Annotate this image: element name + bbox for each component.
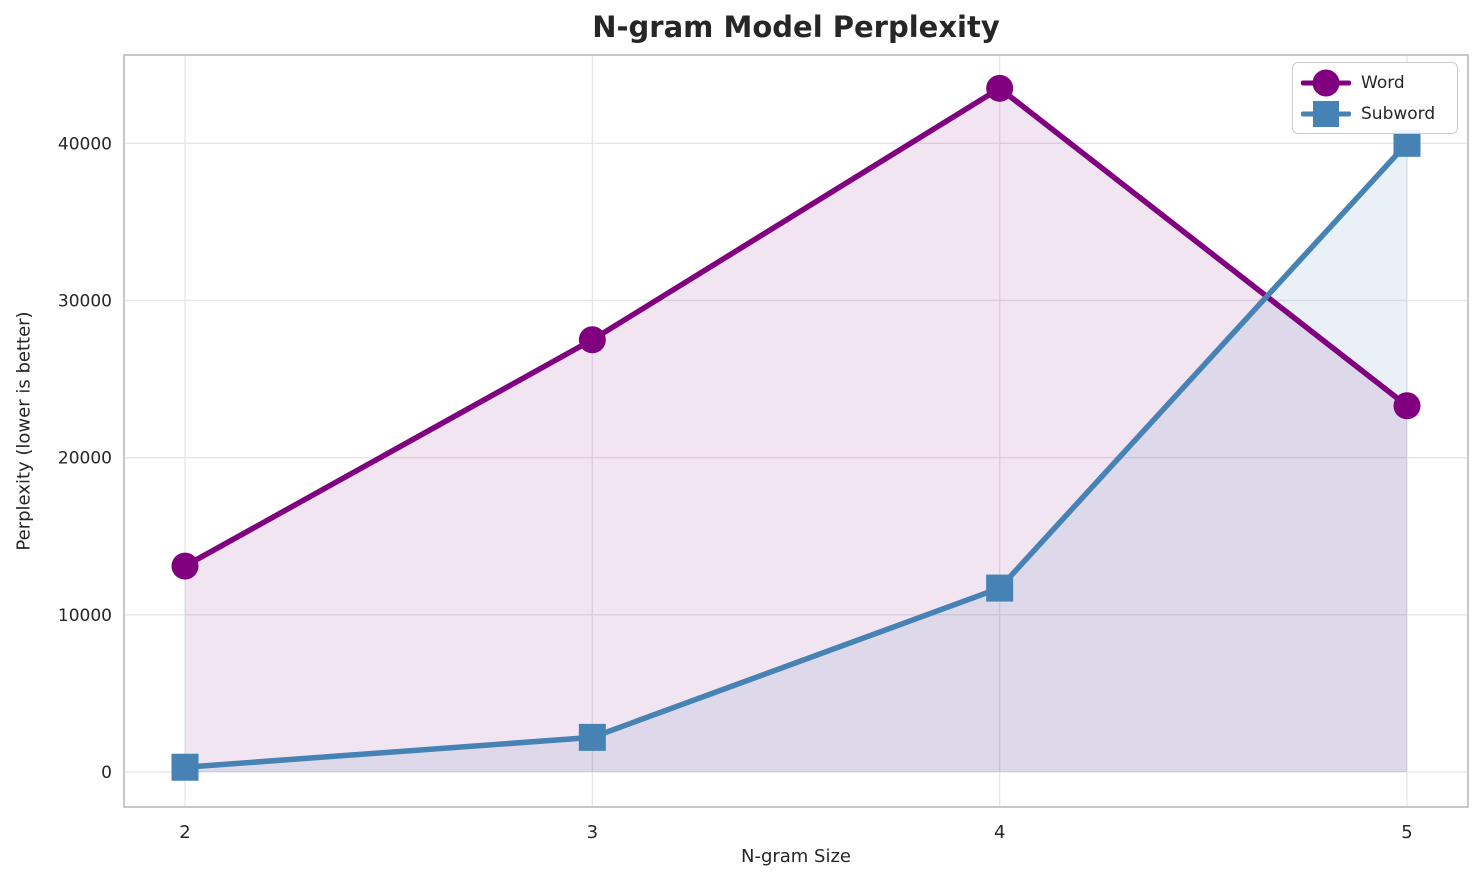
- word-marker: [171, 552, 199, 580]
- y-tick-label: 30000: [58, 291, 112, 311]
- subword-marker: [171, 753, 199, 781]
- word-area-fill: [185, 88, 1407, 772]
- x-tick-label: 5: [1401, 822, 1412, 843]
- legend-row-subword: Subword: [1301, 99, 1447, 128]
- legend-row-word: Word: [1301, 68, 1447, 97]
- y-tick-label: 20000: [58, 449, 112, 469]
- subword-marker: [1393, 129, 1421, 157]
- subword-marker: [578, 723, 606, 751]
- subword-area-fill: [185, 143, 1407, 772]
- word-line: [182, 85, 1410, 569]
- subword-marker: [986, 574, 1014, 602]
- word-marker: [578, 326, 606, 354]
- word-marker: [1393, 392, 1421, 420]
- y-tick-label: 10000: [58, 606, 112, 626]
- y-tick-label: 40000: [58, 134, 112, 154]
- y-axis-label: Perplexity (lower is better): [13, 311, 35, 551]
- subword-legend-marker: [1301, 100, 1351, 127]
- subword-line: [182, 140, 1410, 770]
- word-marker: [986, 74, 1014, 102]
- legend: Word Subword: [1292, 62, 1458, 134]
- chart-title: N-gram Model Perplexity: [592, 10, 1000, 44]
- legend-label-word: Word: [1361, 72, 1405, 93]
- word-legend-marker: [1301, 69, 1351, 96]
- x-tick-label: 2: [179, 822, 190, 843]
- x-tick-label: 4: [994, 822, 1005, 843]
- y-tick-label: 0: [101, 763, 112, 783]
- plot-spine: [123, 54, 1469, 808]
- x-axis-label: N-gram Size: [740, 846, 852, 867]
- x-tick-label: 3: [587, 822, 598, 843]
- legend-label-subword: Subword: [1361, 103, 1436, 124]
